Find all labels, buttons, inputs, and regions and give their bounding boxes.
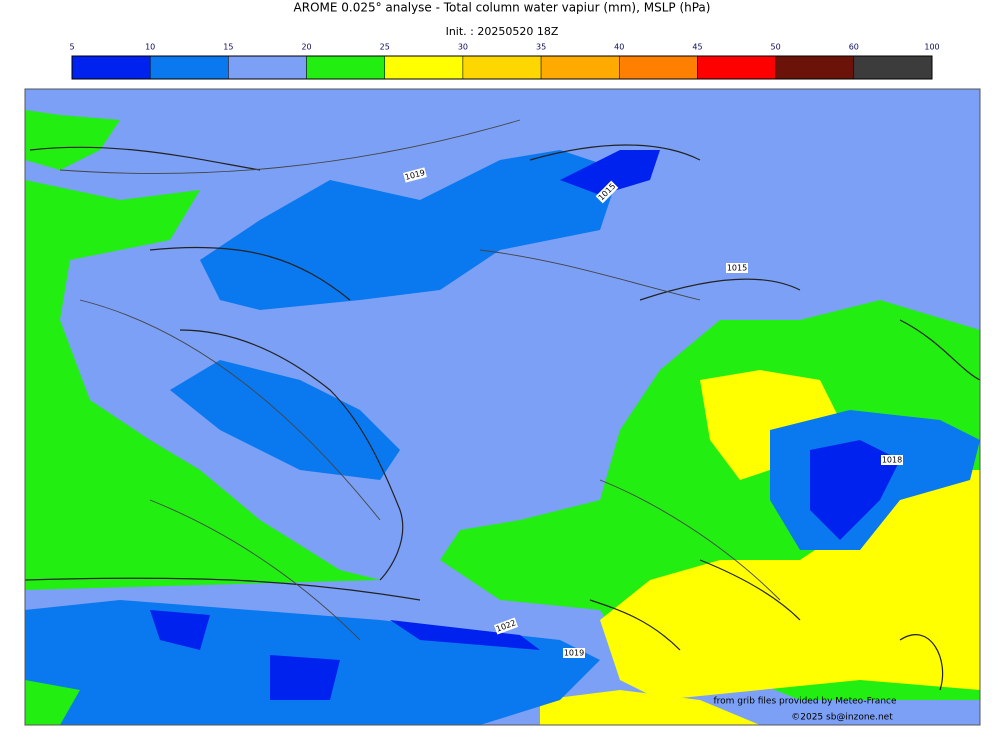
copyright: ©2025 sb@inzone.net	[791, 713, 893, 723]
isobar-label-bg	[403, 167, 427, 183]
colorbar-tick-label: 10	[145, 43, 155, 52]
colorbar-tick-label: 35	[536, 43, 546, 52]
colorbar-segment	[853, 55, 933, 80]
colorbar-tick-label: 20	[301, 43, 311, 52]
isobar-label-bg	[726, 263, 748, 273]
title: AROME 0.025° analyse - Total column wate…	[294, 1, 711, 15]
colorbar-tick-label: 30	[458, 43, 468, 52]
source-credit: from grib files provided by Meteo-France	[713, 697, 896, 707]
colorbar-segment	[71, 55, 151, 80]
isobar-label-bg	[493, 617, 519, 635]
colorbar-frame	[71, 55, 933, 80]
colorbar-segment	[540, 55, 620, 80]
colorbar-tick-label: 25	[380, 43, 390, 52]
colorbar-tick-label: 45	[692, 43, 702, 52]
init-time: Init. : 20250520 18Z	[446, 25, 559, 38]
colorbar-tick-label: 50	[771, 43, 781, 52]
isobar-label: 1015	[727, 264, 747, 273]
colorbar-segment	[697, 55, 776, 80]
colorbar-tick-label: 100	[924, 43, 939, 52]
colorbar-segment	[306, 55, 385, 80]
colorbar-tick-label: 15	[223, 43, 233, 52]
isobar-label-bg	[563, 648, 585, 658]
colorbar: 5 10 15 20 25 30 35 40 45 50 60 100	[69, 43, 940, 80]
isobar-label: 1019	[564, 649, 584, 658]
map	[24, 88, 981, 726]
colorbar-segment	[384, 55, 464, 80]
isobar-label-bg	[881, 455, 903, 465]
isobar-label-bg	[595, 180, 619, 204]
colorbar-segment	[775, 55, 855, 80]
colorbar-segment	[149, 55, 229, 80]
map-frame	[24, 88, 981, 726]
colorbar-tick-label: 60	[849, 43, 859, 52]
isobar-label: 1018	[882, 456, 902, 465]
colorbar-segment	[228, 55, 307, 80]
colorbar-tick-label: 40	[614, 43, 624, 52]
colorbar-tick-label: 5	[69, 43, 74, 52]
colorbar-segment	[619, 55, 698, 80]
colorbar-segment	[462, 55, 542, 80]
